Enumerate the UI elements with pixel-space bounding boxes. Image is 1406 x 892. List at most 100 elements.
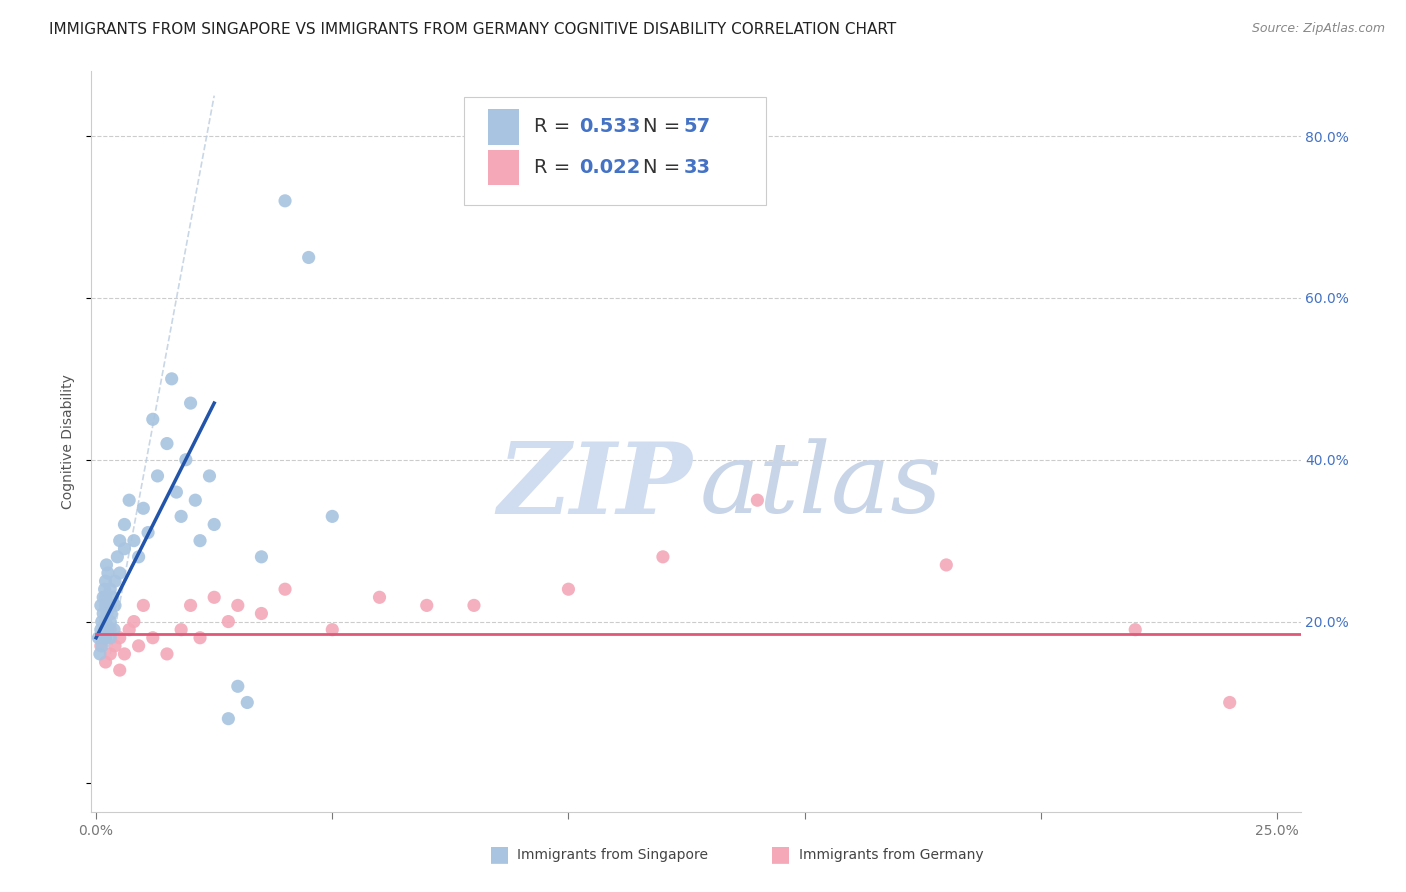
Point <box>90 623 112 637</box>
Point <box>98 599 121 613</box>
Text: 33: 33 <box>683 158 711 178</box>
Text: ■: ■ <box>770 845 790 864</box>
Point <box>250 607 273 621</box>
Point <box>202 591 225 605</box>
Point <box>118 623 141 637</box>
Point <box>156 436 179 450</box>
Point <box>184 493 207 508</box>
Point <box>94 591 117 605</box>
Point <box>96 558 118 572</box>
Point <box>217 712 239 726</box>
Point <box>463 599 485 613</box>
Point <box>250 549 273 564</box>
Point <box>180 599 202 613</box>
Point <box>274 582 297 597</box>
Point <box>170 509 193 524</box>
Text: R =: R = <box>534 158 576 178</box>
Y-axis label: Cognitive Disability: Cognitive Disability <box>62 374 76 509</box>
Point <box>136 525 159 540</box>
Point <box>98 647 121 661</box>
Point <box>128 639 150 653</box>
Point <box>94 631 117 645</box>
Point <box>100 607 122 621</box>
Point <box>91 607 114 621</box>
Point <box>1219 696 1241 710</box>
Point <box>90 599 112 613</box>
Point <box>97 566 120 580</box>
Point <box>94 574 117 588</box>
Point <box>128 549 150 564</box>
Point <box>188 631 211 645</box>
Point <box>108 566 131 580</box>
Point <box>104 599 127 613</box>
Point <box>90 639 112 653</box>
Point <box>298 251 321 265</box>
Point <box>170 623 193 637</box>
Point <box>94 599 117 613</box>
Point <box>91 639 114 653</box>
Point <box>651 549 673 564</box>
Point <box>98 631 121 645</box>
Point <box>108 663 131 677</box>
Point <box>97 623 120 637</box>
Text: Immigrants from Singapore: Immigrants from Singapore <box>517 847 709 862</box>
Point <box>94 655 117 669</box>
Point <box>94 615 117 629</box>
Point <box>94 631 117 645</box>
Point <box>122 533 145 548</box>
Point <box>321 509 343 524</box>
Point <box>174 452 197 467</box>
Point <box>89 647 111 661</box>
Point <box>236 696 259 710</box>
Point <box>180 396 202 410</box>
Point <box>114 517 136 532</box>
Text: N =: N = <box>643 118 686 136</box>
Point <box>142 631 165 645</box>
Point <box>935 558 957 572</box>
Point <box>274 194 297 208</box>
Point <box>114 541 136 556</box>
Point <box>103 623 125 637</box>
Point <box>101 591 124 605</box>
FancyBboxPatch shape <box>464 97 766 204</box>
Text: Source: ZipAtlas.com: Source: ZipAtlas.com <box>1251 22 1385 36</box>
Point <box>198 469 221 483</box>
Point <box>114 647 136 661</box>
Point <box>87 631 110 645</box>
Text: 57: 57 <box>683 118 711 136</box>
Text: R =: R = <box>534 118 576 136</box>
Text: ZIP: ZIP <box>498 438 692 534</box>
Text: ■: ■ <box>489 845 509 864</box>
Point <box>96 607 118 621</box>
Point <box>132 599 155 613</box>
Point <box>146 469 169 483</box>
Point <box>165 485 187 500</box>
Text: N =: N = <box>643 158 686 178</box>
Point <box>142 412 165 426</box>
Point <box>98 582 121 597</box>
Point <box>93 623 115 637</box>
Point <box>226 599 249 613</box>
FancyBboxPatch shape <box>488 150 519 186</box>
Point <box>226 679 249 693</box>
Text: atlas: atlas <box>700 438 942 533</box>
Point <box>557 582 579 597</box>
Point <box>217 615 239 629</box>
Point <box>156 647 179 661</box>
Point <box>416 599 439 613</box>
Point <box>132 501 155 516</box>
Point <box>202 517 225 532</box>
Text: Immigrants from Germany: Immigrants from Germany <box>799 847 983 862</box>
Point <box>108 631 131 645</box>
Text: 0.533: 0.533 <box>579 118 640 136</box>
Point <box>93 582 115 597</box>
Point <box>105 549 128 564</box>
Point <box>122 615 145 629</box>
Point <box>104 639 127 653</box>
Text: 0.022: 0.022 <box>579 158 640 178</box>
Point <box>160 372 183 386</box>
Point <box>91 591 114 605</box>
Point <box>747 493 769 508</box>
Point <box>118 493 141 508</box>
FancyBboxPatch shape <box>488 109 519 145</box>
